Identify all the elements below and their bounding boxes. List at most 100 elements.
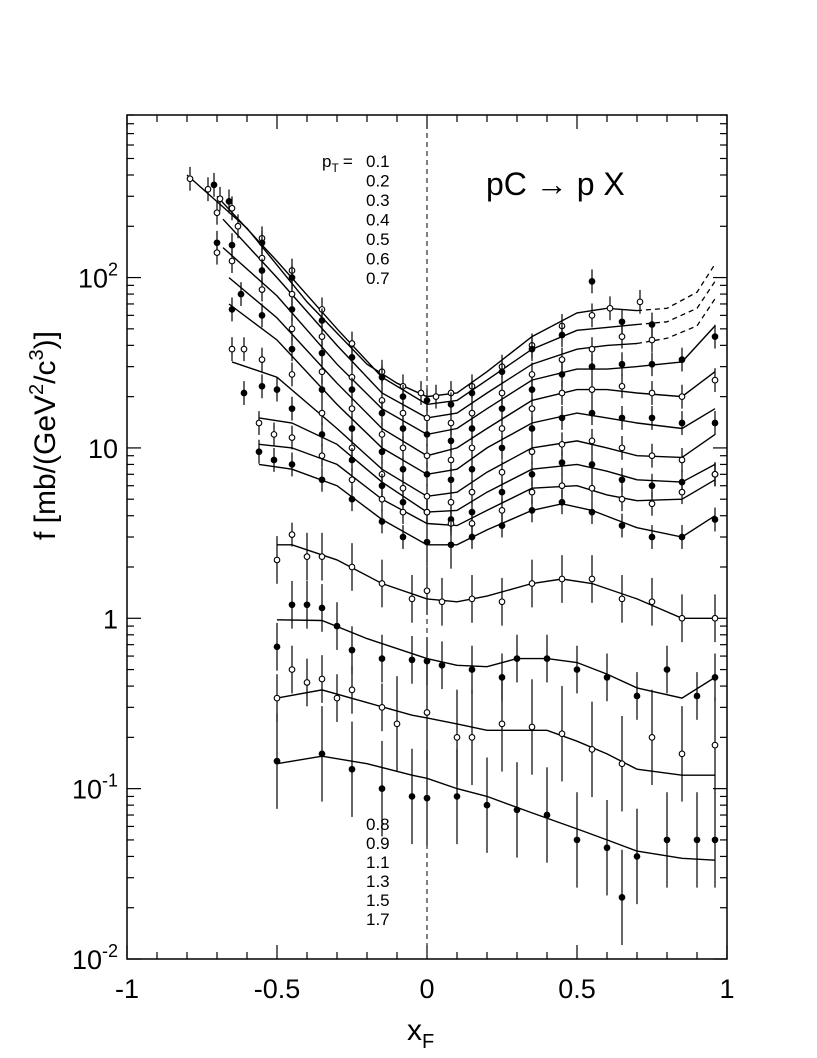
data-point (399, 444, 407, 452)
y-tick-label: 102 (78, 260, 118, 294)
data-point (378, 409, 386, 417)
data-point (588, 409, 596, 417)
pt-label: 0.2 (366, 172, 390, 191)
data-point (648, 734, 656, 741)
data-point (513, 806, 521, 814)
data-point (423, 492, 431, 500)
data-point (468, 444, 476, 452)
data-point (528, 345, 536, 353)
data-point (288, 371, 296, 378)
data-point (399, 393, 407, 400)
pt-label: 1.7 (366, 910, 390, 929)
data-point (558, 459, 566, 466)
data-point (528, 723, 536, 731)
data-point (204, 185, 212, 193)
data-point (423, 452, 431, 460)
data-point (618, 360, 626, 368)
data-point (678, 356, 686, 363)
fit-curve (276, 689, 715, 776)
data-point (693, 836, 701, 844)
data-point (606, 304, 614, 312)
data-point (228, 257, 236, 265)
data-point (318, 675, 326, 683)
data-point (618, 444, 626, 452)
data-point (423, 657, 431, 665)
pt-label: 1.1 (366, 853, 390, 872)
y-tick-exponent: -1 (102, 771, 118, 791)
data-point (378, 580, 386, 587)
y-axis-title: f [mb/(GeV2/c3)] (26, 331, 62, 540)
data-point (399, 533, 407, 541)
data-point (333, 622, 341, 630)
data-point (417, 389, 425, 397)
data-point (648, 533, 656, 541)
pt-label: 0.4 (366, 211, 390, 230)
data-point (618, 414, 626, 422)
data-point (648, 336, 656, 344)
data-point (498, 720, 506, 728)
data-point (318, 409, 326, 417)
fit-curve (276, 619, 716, 699)
data-point (498, 425, 506, 432)
data-point (558, 498, 566, 506)
data-point (588, 746, 596, 753)
data-point (348, 405, 356, 413)
data-point (288, 274, 296, 281)
data-point (399, 425, 407, 432)
x-tick-label: 0.5 (558, 974, 596, 1004)
y-tick-exponent: -2 (102, 941, 118, 961)
data-point (378, 785, 386, 792)
x-tick-label: -1 (115, 974, 139, 1004)
data-point (273, 556, 281, 564)
data-point (318, 452, 326, 460)
data-point (528, 405, 536, 413)
data-point (423, 538, 431, 546)
x-tick-label: 0 (419, 974, 434, 1004)
data-point (528, 448, 536, 456)
pt-prefix: pT = (322, 152, 353, 175)
data-point (648, 482, 656, 490)
data-point (588, 386, 596, 393)
data-point (588, 484, 596, 492)
x-axis-title-sub: F (422, 1031, 434, 1053)
data-point (447, 476, 455, 484)
data-point (318, 553, 326, 561)
data-point (255, 448, 263, 456)
pt-label-block-top: pT = 0.10.20.30.40.50.60.7 (322, 152, 390, 288)
data-point (468, 425, 476, 432)
data-point (258, 286, 266, 293)
data-point (618, 894, 626, 901)
data-point (288, 290, 296, 298)
fit-curve (228, 277, 716, 457)
data-point (408, 595, 416, 603)
data-point (558, 575, 566, 583)
data-point (273, 757, 281, 765)
data-point (528, 470, 536, 478)
fit-curve (258, 463, 716, 546)
data-point (378, 431, 386, 438)
data-point (498, 368, 506, 376)
data-point (618, 495, 626, 503)
y-tick-label: 10 (88, 434, 118, 464)
data-point (588, 575, 596, 583)
data-point (513, 655, 521, 662)
data-point (447, 419, 455, 427)
data-point (399, 465, 407, 473)
data-point (288, 461, 296, 468)
data-point (378, 655, 386, 662)
data-point (558, 389, 566, 397)
data-point (468, 389, 476, 397)
data-point (228, 241, 236, 249)
data-point (678, 533, 686, 541)
data-point (273, 386, 281, 393)
data-point (423, 587, 431, 595)
fit-curve-extrapolated (636, 298, 716, 345)
data-point (498, 598, 506, 606)
data-point (333, 694, 341, 702)
data-point (468, 533, 476, 541)
data-point (588, 437, 596, 445)
data-point (234, 222, 242, 230)
fit-curve (276, 755, 716, 861)
data-point (711, 836, 719, 844)
fit-curve (222, 247, 716, 436)
